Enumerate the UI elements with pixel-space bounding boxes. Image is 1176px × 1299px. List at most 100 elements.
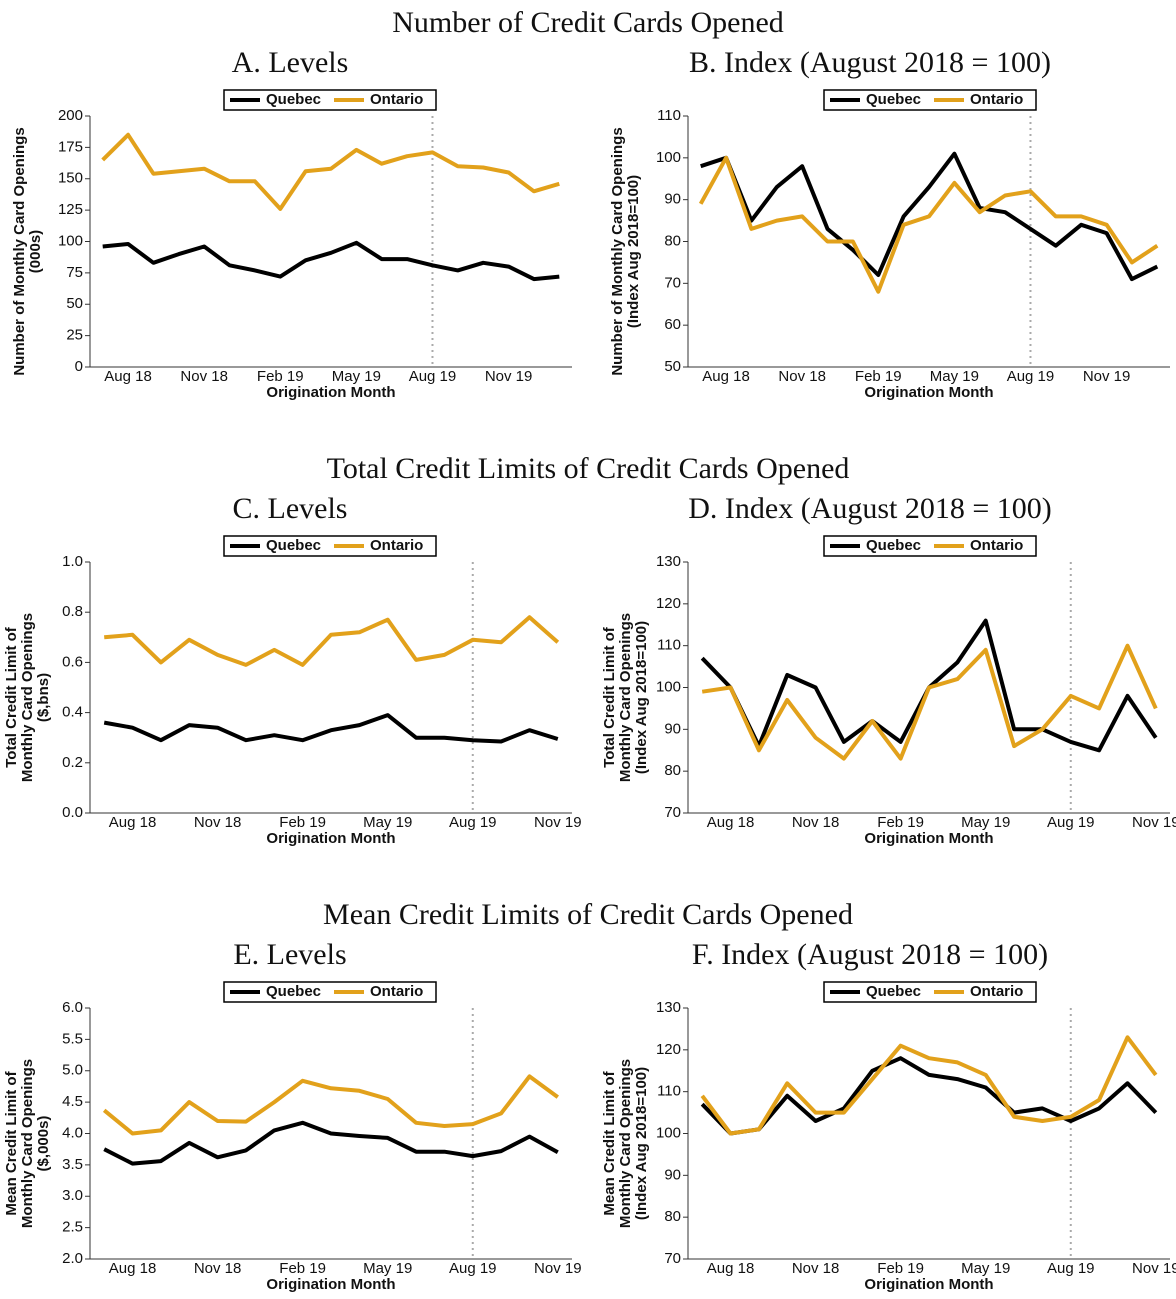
- x-tick-label: Feb 19: [279, 814, 326, 831]
- x-tick-label: May 19: [363, 1260, 412, 1277]
- y-tick-label: 3.5: [62, 1156, 83, 1173]
- legend-box: [223, 981, 437, 1003]
- series-line: [698, 155, 1159, 294]
- y-axis-title: Total Credit Limit of: [3, 626, 20, 768]
- y-tick-label: 100: [58, 232, 83, 249]
- x-tick-label: Aug 19: [1047, 1260, 1095, 1277]
- y-tick-label: 90: [664, 720, 681, 737]
- legend-label: Quebec: [266, 91, 321, 108]
- y-tick-label: 70: [664, 804, 681, 821]
- y-axis-title: Total Credit Limit of: [601, 626, 618, 768]
- y-tick-label: 110: [657, 1083, 681, 1100]
- section-title: Mean Credit Limits of Credit Cards Opene…: [323, 898, 853, 931]
- y-tick-label: 80: [664, 762, 681, 779]
- y-axis-title: (Index Aug 2018=100): [633, 621, 650, 774]
- y-axis-title: (Index Aug 2018=100): [625, 175, 642, 328]
- y-axis-title: Monthly Card Openings: [617, 1059, 634, 1228]
- panel-title: E. Levels: [233, 938, 346, 971]
- y-tick-label: 0.4: [62, 704, 83, 721]
- y-axis-title: Mean Credit Limit of: [3, 1070, 20, 1215]
- series-line: [101, 132, 560, 211]
- y-tick-label: 0.2: [62, 754, 83, 771]
- x-tick-label: May 19: [930, 368, 979, 385]
- x-tick-label: Aug 19: [449, 1260, 497, 1277]
- y-tick-label: 75: [66, 264, 83, 281]
- y-tick-label: 90: [664, 1166, 681, 1183]
- y-tick-label: 100: [656, 678, 681, 695]
- x-tick-label: Aug 18: [702, 368, 750, 385]
- x-axis-title: Origination Month: [266, 1276, 395, 1293]
- y-tick-label: 120: [656, 1041, 681, 1058]
- x-tick-label: Nov 18: [792, 814, 840, 831]
- legend-box: [223, 535, 437, 557]
- y-axis-title: Monthly Card Openings: [19, 1059, 36, 1228]
- x-tick-label: Feb 19: [257, 368, 304, 385]
- y-tick-label: 130: [656, 553, 681, 570]
- x-tick-label: Nov 18: [792, 1260, 840, 1277]
- y-tick-label: 3.0: [62, 1187, 83, 1204]
- y-tick-label: 4.5: [62, 1093, 83, 1110]
- x-tick-label: Feb 19: [855, 368, 902, 385]
- y-tick-label: 0.0: [62, 804, 83, 821]
- y-tick-label: 110: [657, 107, 681, 124]
- series-line: [103, 1120, 559, 1166]
- y-tick-label: 50: [664, 358, 681, 375]
- x-tick-label: Aug 19: [409, 368, 457, 385]
- series-line: [102, 1074, 559, 1136]
- legend-box: [823, 89, 1037, 111]
- legend-label: Ontario: [370, 983, 423, 1000]
- x-tick-label: Aug 19: [1007, 368, 1055, 385]
- x-axis-title: Origination Month: [864, 1276, 993, 1293]
- legend-label: Quebec: [866, 91, 921, 108]
- x-tick-label: May 19: [363, 814, 412, 831]
- series-line: [103, 713, 559, 744]
- y-tick-label: 70: [664, 274, 681, 291]
- y-axis-title: (Index Aug 2018=100): [633, 1067, 650, 1220]
- series-line: [700, 151, 1159, 282]
- y-tick-label: 110: [657, 637, 681, 654]
- x-tick-label: Nov 19: [1083, 368, 1131, 385]
- y-tick-label: 100: [656, 1124, 681, 1141]
- x-tick-label: Nov 18: [180, 368, 228, 385]
- panel-title: C. Levels: [233, 492, 348, 525]
- legend-label: Ontario: [370, 537, 423, 554]
- y-tick-label: 90: [664, 191, 681, 208]
- y-tick-label: 60: [664, 316, 681, 333]
- y-axis-title: Monthly Card Openings: [617, 613, 634, 782]
- legend-label: Ontario: [370, 91, 423, 108]
- x-tick-label: May 19: [961, 814, 1010, 831]
- y-axis-title: (000s): [27, 230, 44, 273]
- panel-title: B. Index (August 2018 = 100): [689, 46, 1051, 79]
- y-axis-title: Number of Monthly Card Openings: [11, 127, 28, 375]
- x-axis-title: Origination Month: [266, 384, 395, 401]
- y-axis-title: Mean Credit Limit of: [601, 1070, 618, 1215]
- legend-label: Ontario: [970, 537, 1023, 554]
- y-tick-label: 2.0: [62, 1250, 83, 1267]
- x-tick-label: Aug 18: [707, 1260, 755, 1277]
- x-tick-label: Nov 18: [194, 1260, 242, 1277]
- y-axis-title: Monthly Card Openings: [19, 613, 36, 782]
- x-tick-label: Nov 19: [1132, 814, 1176, 831]
- x-tick-label: Aug 18: [109, 814, 157, 831]
- x-tick-label: Aug 18: [707, 814, 755, 831]
- x-axis-title: Origination Month: [864, 384, 993, 401]
- section-title: Number of Credit Cards Opened: [392, 6, 784, 39]
- y-tick-label: 25: [66, 327, 83, 344]
- y-tick-label: 100: [656, 149, 681, 166]
- y-axis-title: ($,000s): [35, 1116, 52, 1172]
- series-line: [102, 240, 560, 282]
- x-tick-label: Aug 19: [1047, 814, 1095, 831]
- y-tick-label: 80: [664, 232, 681, 249]
- y-tick-label: 200: [58, 107, 83, 124]
- legend-box: [823, 981, 1037, 1003]
- x-tick-label: Nov 18: [194, 814, 242, 831]
- legend-label: Quebec: [866, 537, 921, 554]
- x-tick-label: Feb 19: [877, 1260, 924, 1277]
- x-tick-label: Nov 19: [534, 1260, 582, 1277]
- y-tick-label: 1.0: [62, 553, 83, 570]
- x-axis-title: Origination Month: [864, 830, 993, 847]
- panel-title: F. Index (August 2018 = 100): [692, 938, 1048, 971]
- x-tick-label: Nov 18: [778, 368, 826, 385]
- series-line: [104, 615, 560, 667]
